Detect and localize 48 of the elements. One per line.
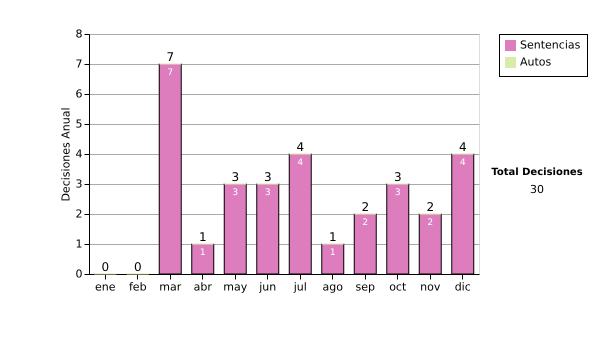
legend-label: Sentencias (520, 38, 581, 52)
x-tick-label: ene (94, 280, 116, 294)
total-label: 3 (394, 170, 402, 184)
total-label: 2 (426, 200, 434, 214)
y-tick-label: 7 (76, 58, 82, 70)
y-tick-label: 1 (76, 238, 82, 250)
y-tick-label: 6 (76, 88, 82, 100)
data-label: 7 (167, 68, 174, 78)
x-tick-label: dic (454, 280, 471, 294)
total-label: 0 (101, 260, 110, 274)
total-label: 4 (458, 140, 467, 154)
total-label: 1 (328, 230, 337, 244)
data-label: 3 (232, 188, 238, 198)
x-tick-label: jun (258, 280, 276, 294)
text: Total Decisiones (491, 167, 583, 178)
total-label: 3 (264, 170, 272, 184)
y-tick-label: 0 (76, 268, 82, 280)
y-axis-title: Decisiones Anual (60, 107, 72, 202)
data-label: 1 (330, 248, 336, 258)
y-tick-label: 3 (76, 178, 82, 190)
y-tick-label: 5 (76, 118, 82, 130)
x-tick-label: sep (356, 280, 376, 294)
x-tick-label: feb (128, 280, 147, 294)
data-label: 4 (297, 158, 304, 168)
total-label: 0 (134, 260, 142, 274)
total-label: 3 (231, 170, 240, 184)
x-tick-label: nov (420, 280, 441, 294)
y-tick-label: 8 (76, 28, 82, 40)
x-tick-label: ago (322, 280, 344, 294)
data-label: 2 (427, 218, 434, 228)
data-label: 1 (200, 248, 206, 258)
text: 30 (530, 183, 544, 196)
y-tick-label: 4 (76, 148, 82, 160)
total-label: 4 (296, 140, 304, 154)
x-tick-label: mar (159, 280, 182, 294)
total-label: 7 (166, 50, 174, 64)
total-label: 2 (361, 200, 370, 214)
x-tick-label: abr (194, 280, 212, 294)
y-tick-label: 2 (76, 208, 82, 220)
data-label: 4 (460, 158, 466, 168)
total-label: 1 (198, 230, 207, 244)
x-tick-label: jul (292, 280, 307, 294)
data-label: 3 (394, 188, 401, 198)
x-tick-label: may (223, 280, 248, 294)
legend-label: Autos (520, 56, 552, 68)
data-label: 3 (264, 188, 271, 198)
x-tick-label: oct (389, 280, 407, 294)
data-label: 2 (362, 218, 368, 228)
